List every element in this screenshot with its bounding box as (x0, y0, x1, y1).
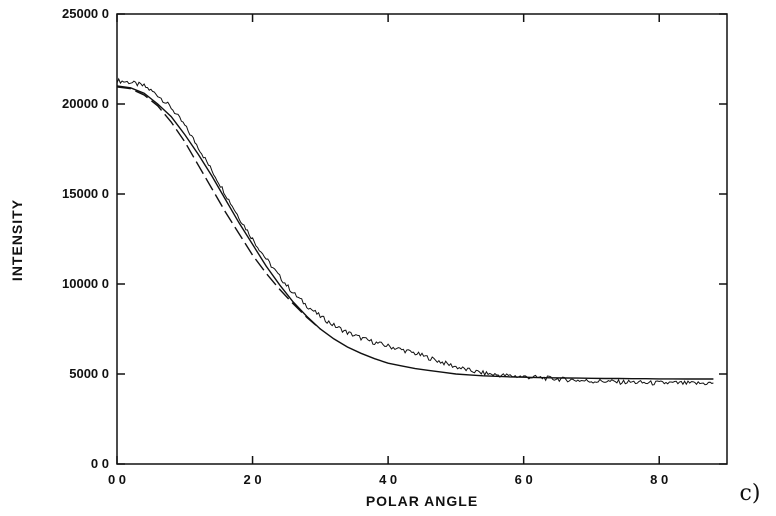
y-axis-title: INTENSITY (9, 199, 25, 281)
x-tick-label: 2 0 (244, 472, 262, 487)
y-tick-label: 5000 0 (69, 366, 109, 381)
y-tick-label: 20000 0 (62, 96, 109, 111)
plot-frame (116, 13, 728, 465)
x-axis-title: POLAR ANGLE (366, 493, 478, 509)
series-line-dashed (116, 86, 321, 330)
y-tick-label: 0 0 (91, 456, 109, 471)
x-tick-label: 4 0 (379, 472, 397, 487)
panel-label: c) (740, 481, 761, 506)
y-tick-label: 15000 0 (62, 186, 109, 201)
series-line-solid (116, 85, 714, 380)
x-tick-label: 8 0 (650, 472, 668, 487)
series-group (116, 77, 714, 386)
x-tick-label: 0 0 (108, 472, 126, 487)
y-tick-label: 10000 0 (62, 276, 109, 291)
x-tick-label: 6 0 (515, 472, 533, 487)
y-tick-label: 25000 0 (62, 6, 109, 21)
series-line-noisy (116, 77, 714, 386)
ticks: 0 0 2 0 4 0 6 0 8 0 0 0 5000 0 10000 0 15000 0 20… (62, 6, 727, 487)
